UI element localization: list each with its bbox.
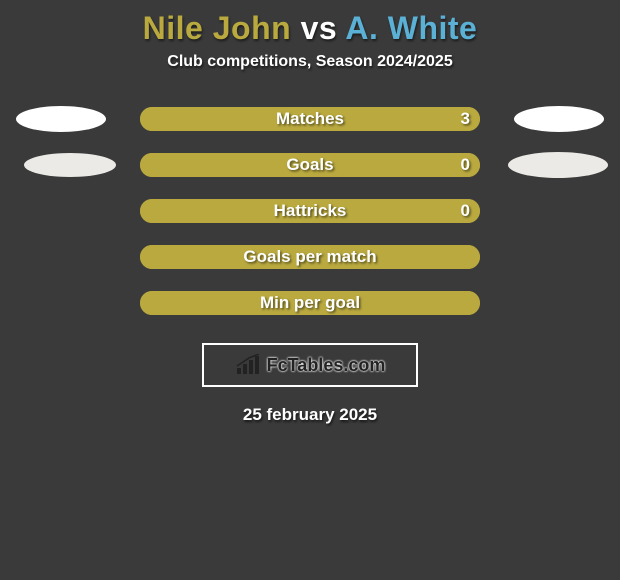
left-marker bbox=[16, 106, 106, 132]
bar-fill bbox=[140, 199, 480, 223]
stat-row: Min per goal bbox=[0, 291, 620, 337]
bar-chart-icon bbox=[235, 354, 261, 376]
subtitle: Club competitions, Season 2024/2025 bbox=[0, 53, 620, 71]
bar-fill bbox=[140, 245, 480, 269]
date-text: 25 february 2025 bbox=[0, 405, 620, 425]
stat-row: Hattricks0 bbox=[0, 199, 620, 245]
bar-fill bbox=[140, 107, 480, 131]
stat-row: Matches3 bbox=[0, 107, 620, 153]
stat-row: Goals per match bbox=[0, 245, 620, 291]
branding-text: FcTables.com bbox=[267, 355, 386, 376]
stats-rows: Matches3Goals0Hattricks0Goals per matchM… bbox=[0, 107, 620, 337]
stat-row: Goals0 bbox=[0, 153, 620, 199]
bar-fill bbox=[140, 291, 480, 315]
left-marker bbox=[24, 153, 116, 177]
player1-name: Nile John bbox=[143, 10, 292, 46]
right-marker bbox=[508, 152, 608, 178]
branding-box: FcTables.com bbox=[202, 343, 418, 387]
bar-fill bbox=[140, 153, 480, 177]
player2-name: A. White bbox=[345, 10, 477, 46]
comparison-title: Nile John vs A. White bbox=[0, 0, 620, 53]
vs-text: vs bbox=[301, 10, 338, 46]
right-marker bbox=[514, 106, 604, 132]
